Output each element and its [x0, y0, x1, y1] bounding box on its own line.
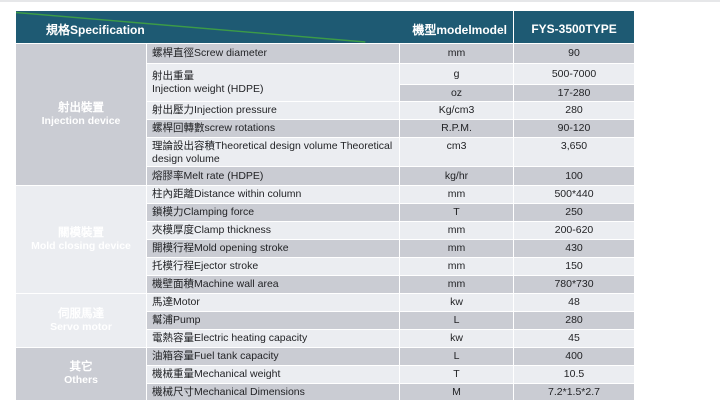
- unit-cell: L: [398, 347, 515, 366]
- table-row: 機壁面積Machine wall area mm 780*730: [16, 275, 636, 294]
- value-cell: 150: [513, 257, 636, 276]
- category-label-en: Others: [64, 374, 98, 386]
- table-row: 射出裝置 Injection device 螺桿直徑Screw diameter…: [15, 43, 636, 186]
- spec-table: 規格Specification 機型modelmodel FYS-3500TYP…: [14, 10, 636, 401]
- category-label-zh: 其它: [69, 361, 93, 373]
- spec-name-cell: 油箱容量Fuel tank capacity: [146, 347, 400, 366]
- value-cell: 500-7000: [513, 63, 636, 85]
- diagonal-divider-line: [16, 11, 366, 43]
- value-cell: 7.2*1.5*2.7: [513, 383, 636, 401]
- spec-name-cell: 理論設出容積Theoretical design volume Theoreti…: [146, 137, 400, 167]
- spec-name-cell: 鎖模力Clamping force: [146, 203, 400, 222]
- value-cell: 48: [513, 293, 636, 312]
- value-cell: 500*440: [513, 185, 636, 204]
- unit-cell: L: [398, 311, 515, 330]
- unit-cell: mm: [398, 221, 515, 240]
- category-label-zh: 射出裝置: [58, 101, 104, 114]
- spec-name-cell: 機械尺寸Mechanical Dimensions: [146, 383, 400, 401]
- spec-name-cell: 柱內距離Distance within column: [146, 185, 400, 204]
- value-cell: 250: [513, 203, 636, 222]
- table-row: 機械尺寸Mechanical Dimensions M 7.2*1.5*2.7: [16, 383, 636, 401]
- table-header-row: 規格Specification 機型modelmodel FYS-3500TYP…: [14, 10, 636, 44]
- category-label-zh: 伺服馬達: [58, 307, 104, 320]
- unit-cell: g: [398, 63, 515, 85]
- table-row: 幫浦Pump L 280: [16, 311, 636, 330]
- spec-name-cell: 電熱容量Electric heating capacity: [146, 329, 400, 348]
- table-row: 夾模厚度Clamp thickness mm 200-620: [16, 221, 636, 240]
- table-row: 螺桿回轉數screw rotations R.P.M. 90-120: [16, 119, 636, 138]
- value-cell: 45: [513, 329, 636, 348]
- unit-cell: T: [398, 365, 515, 384]
- value-cell: 17-280: [513, 84, 636, 102]
- unit-cell: mm: [398, 185, 515, 204]
- value-cell: 3,650: [513, 137, 636, 167]
- category-label-en: Servo motor: [50, 320, 112, 333]
- unit-cell: R.P.M.: [398, 119, 515, 138]
- table-row: 熔膠率Melt rate (HDPE) kg/hr 100: [16, 166, 636, 186]
- category-label-zh: 關模裝置: [58, 226, 104, 239]
- unit-cell: kw: [398, 329, 515, 348]
- unit-cell: mm: [398, 275, 515, 294]
- table-row: 機械重量Mechanical weight T 10.5: [16, 365, 636, 384]
- table-row: 關模裝置 Mold closing device 柱內距離Distance wi…: [15, 185, 636, 294]
- spec-name-cell: 夾模厚度Clamp thickness: [146, 221, 400, 240]
- unit-cell: mm: [398, 43, 515, 64]
- spec-name-cell: 機械重量Mechanical weight: [146, 365, 400, 384]
- unit-cell: mm: [398, 257, 515, 276]
- spec-name-cell: 托模行程Ejector stroke: [146, 257, 400, 276]
- category-label-en: Injection device: [41, 114, 121, 127]
- value-cell: 430: [513, 239, 636, 258]
- unit-cell: T: [398, 203, 515, 222]
- table-row: 托模行程Ejector stroke mm 150: [16, 257, 636, 276]
- spec-name-cell: 機壁面積Machine wall area: [146, 275, 400, 294]
- spec-name-line2: Injection weight (HDPE): [152, 82, 264, 95]
- top-edge-strip: [0, 0, 720, 2]
- value-cell: 400: [513, 347, 636, 366]
- spec-name-line1: 射出重量: [152, 69, 194, 82]
- value-cell: 780*730: [513, 275, 636, 294]
- spec-name-cell: 幫浦Pump: [146, 311, 400, 330]
- spec-name-cell: 開模行程Mold opening stroke: [146, 239, 400, 258]
- unit-cell: cm3: [398, 137, 515, 167]
- value-cell: 280: [513, 101, 636, 120]
- unit-cell: kg/hr: [398, 166, 515, 186]
- unit-cell: oz: [398, 84, 515, 102]
- spec-name-cell: 馬達Motor: [146, 293, 400, 312]
- table-row: 開模行程Mold opening stroke mm 430: [16, 239, 636, 258]
- table-row: 理論設出容積Theoretical design volume Theoreti…: [16, 137, 636, 167]
- category-cell-mold-closing-device: 關模裝置 Mold closing device: [15, 185, 147, 294]
- value-cell: 90: [513, 43, 636, 64]
- spec-name-cell: 射出重量 Injection weight (HDPE): [146, 63, 400, 102]
- value-cell: 100: [513, 166, 636, 186]
- category-cell-servo-motor: 伺服馬達 Servo motor: [15, 293, 147, 348]
- category-label-en: Mold closing device: [31, 239, 131, 252]
- spec-name-cell: 螺桿回轉數screw rotations: [146, 119, 400, 138]
- unit-cell: Kg/cm3: [398, 101, 515, 120]
- table-row: 伺服馬達 Servo motor 馬達Motor kw 48: [15, 293, 636, 348]
- category-cell-injection-device: 射出裝置 Injection device: [15, 43, 147, 186]
- spec-name-cell: 射出壓力Injection pressure: [146, 101, 400, 120]
- table-row: 射出重量 Injection weight (HDPE) g 500-7000: [16, 63, 636, 102]
- spec-header-label: 規格Specification: [46, 23, 145, 37]
- spec-name-cell: 熔膠率Melt rate (HDPE): [146, 166, 400, 186]
- value-cell: 280: [513, 311, 636, 330]
- table-row: 電熱容量Electric heating capacity kw 45: [16, 329, 636, 348]
- table-row: 射出壓力Injection pressure Kg/cm3 280: [16, 101, 636, 120]
- value-cell: 90-120: [513, 119, 636, 138]
- unit-cell: mm: [398, 239, 515, 258]
- model-value-header: FYS-3500TYPE: [513, 10, 636, 44]
- value-cell: 10.5: [513, 365, 636, 384]
- spec-name-cell: 螺桿直徑Screw diameter: [146, 43, 400, 64]
- unit-cell: M: [398, 383, 515, 401]
- unit-cell: kw: [398, 293, 515, 312]
- model-header-label: 機型modelmodel: [412, 23, 508, 37]
- category-cell-others: 其它 Others: [15, 347, 147, 401]
- table-row: 其它 Others 油箱容量Fuel tank capacity L 400: [15, 347, 636, 401]
- value-cell: 200-620: [513, 221, 636, 240]
- header-main-cell: 規格Specification 機型modelmodel: [14, 10, 515, 44]
